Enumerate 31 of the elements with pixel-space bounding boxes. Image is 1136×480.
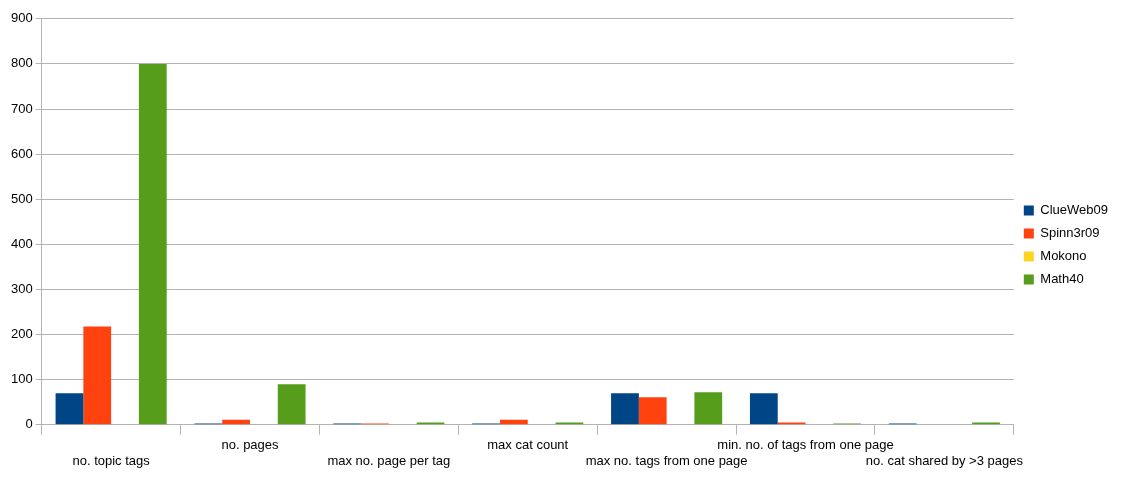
bar (277, 384, 306, 425)
bar (749, 393, 778, 425)
x-tick-label: max cat count (487, 437, 569, 453)
y-tick-label: 100 (10, 371, 33, 387)
bar (694, 392, 723, 425)
x-tick-label: min. no. of tags from one page (717, 437, 894, 453)
y-tick-label: 300 (10, 281, 33, 297)
y-tick-label: 800 (10, 55, 33, 71)
y-tick-label: 0 (25, 416, 33, 432)
legend-label: Math40 (1040, 271, 1084, 287)
bar (222, 419, 250, 425)
y-tick-label: 900 (10, 10, 33, 26)
bar (138, 63, 167, 425)
x-tick-label: max no. page per tag (327, 452, 451, 468)
bar (638, 397, 667, 425)
y-tick-label: 700 (10, 100, 33, 116)
legend-label: Spinn3r09 (1040, 225, 1100, 241)
x-tick-label: max no. tags from one page (585, 452, 748, 468)
bar (83, 326, 112, 425)
y-tick-label: 500 (10, 190, 33, 206)
x-tick-label: no. cat shared by >3 pages (865, 452, 1024, 468)
x-tick-label: no. topic tags (72, 452, 151, 468)
y-tick-label: 400 (10, 235, 33, 251)
y-tick-label: 200 (10, 326, 33, 342)
bar (499, 419, 528, 425)
y-tick-label: 600 (10, 145, 33, 161)
bar (611, 393, 639, 425)
legend-label: Mokono (1040, 248, 1087, 264)
x-tick-label: no. pages (221, 437, 280, 453)
legend-label: ClueWeb09 (1040, 202, 1109, 218)
bar (55, 393, 84, 425)
